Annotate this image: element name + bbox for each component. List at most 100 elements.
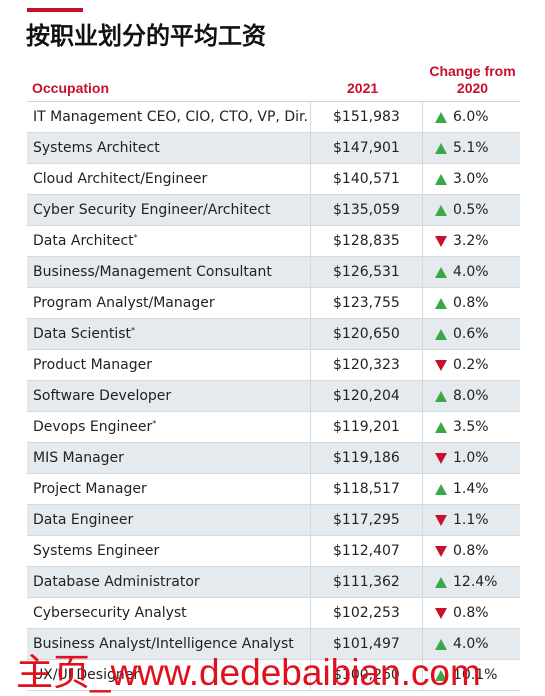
trend-arrow	[435, 328, 447, 340]
table-row: Cybersecurity Analyst $102,253 0.8%	[27, 598, 520, 629]
table-row: IT Management CEO, CIO, CTO, VP, Dir. $15…	[27, 102, 520, 133]
salary: $140,571	[333, 171, 400, 187]
salary: $118,517	[333, 481, 400, 497]
change: 0.2%	[453, 357, 489, 373]
salary: $128,835	[333, 233, 400, 249]
title: 按职业划分的平均工资	[26, 22, 266, 50]
occupation-cell: Cloud Architect/Engineer	[27, 164, 311, 194]
trend-arrow	[435, 483, 447, 495]
table-row: Software Developer $120,204 8.0%	[27, 381, 520, 412]
change: 3.5%	[453, 419, 489, 435]
occupation-cell: Software Developer	[27, 381, 311, 411]
change: 1.1%	[453, 512, 489, 528]
change: 0.8%	[453, 605, 489, 621]
column-header: Change from 2020	[429, 63, 516, 96]
change-cell: 12.4%	[423, 567, 520, 597]
change: 3.0%	[453, 171, 489, 187]
change: 4.0%	[453, 264, 489, 280]
table-row: Data Architect * $128,835 3.2%	[27, 226, 520, 257]
trend-arrow	[435, 204, 447, 216]
salary-cell: $112,407	[311, 536, 423, 566]
change-cell: 4.0%	[423, 257, 520, 287]
occupation: UX/UI Designer	[33, 667, 140, 683]
occupation: Data Scientist	[33, 326, 131, 342]
footnote-mark: *	[133, 232, 138, 242]
occupation-cell: Business Analyst/Intelligence Analyst	[27, 629, 311, 659]
trend-arrow	[435, 111, 447, 123]
occupation: Product Manager	[33, 357, 152, 373]
salary: $151,983	[333, 109, 400, 125]
salary-cell: $118,517	[311, 474, 423, 504]
change-cell: 0.8%	[423, 536, 520, 566]
change: 8.0%	[453, 388, 489, 404]
table-row: MIS Manager $119,186 1.0%	[27, 443, 520, 474]
change-cell: 6.0%	[423, 102, 520, 132]
occupation: Cloud Architect/Engineer	[33, 171, 208, 187]
salary: $102,253	[333, 605, 400, 621]
salary-cell: $126,531	[311, 257, 423, 287]
table-row: Business/Management Consultant $126,531 4.…	[27, 257, 520, 288]
occupation: Project Manager	[33, 481, 147, 497]
occupation-cell: Project Manager	[27, 474, 311, 504]
salary-cell: $117,295	[311, 505, 423, 535]
salary-cell: $120,204	[311, 381, 423, 411]
occupation-cell: Data Engineer	[27, 505, 311, 535]
trend-arrow	[435, 421, 447, 433]
trend-arrow	[435, 607, 447, 619]
occupation-cell: Program Analyst/Manager	[27, 288, 311, 318]
table-row: Systems Architect $147,901 5.1%	[27, 133, 520, 164]
change-cell: 1.4%	[423, 474, 520, 504]
table-row: Database Administrator $111,362 12.4%	[27, 567, 520, 598]
salary: $126,531	[333, 264, 400, 280]
occupation-cell: Systems Architect	[27, 133, 311, 163]
occupation: Program Analyst/Manager	[33, 295, 215, 311]
salary-cell: $140,571	[311, 164, 423, 194]
trend-arrow	[435, 669, 447, 681]
change-cell: 8.0%	[423, 381, 520, 411]
table: IT Management CEO, CIO, CTO, VP, Dir. $15…	[27, 101, 520, 691]
occupation-cell: Systems Engineer	[27, 536, 311, 566]
table-row: Cyber Security Engineer/Architect $135,05…	[27, 195, 520, 226]
salary-cell: $128,835	[311, 226, 423, 256]
trend-arrow	[435, 576, 447, 588]
trend-arrow	[435, 266, 447, 278]
occupation-cell: Business/Management Consultant	[27, 257, 311, 287]
trend-arrow	[435, 390, 447, 402]
trend-arrow	[435, 545, 447, 557]
salary: $100,260	[333, 667, 400, 683]
table-row: Data Engineer $117,295 1.1%	[27, 505, 520, 536]
occupation: Software Developer	[33, 388, 172, 404]
salary: $135,059	[333, 202, 400, 218]
salary: $117,295	[333, 512, 400, 528]
table-row: Program Analyst/Manager $123,755 0.8%	[27, 288, 520, 319]
occupation: Systems Architect	[33, 140, 160, 156]
occupation-cell: IT Management CEO, CIO, CTO, VP, Dir.	[27, 102, 311, 132]
salary-cell: $151,983	[311, 102, 423, 132]
salary: $123,755	[333, 295, 400, 311]
salary-cell: $147,901	[311, 133, 423, 163]
salary-cell: $119,201	[311, 412, 423, 442]
table-row: Product Manager $120,323 0.2%	[27, 350, 520, 381]
change: 0.6%	[453, 326, 489, 342]
occupation: Data Engineer	[33, 512, 134, 528]
change: 3.2%	[453, 233, 489, 249]
trend-arrow	[435, 142, 447, 154]
occupation-cell: Database Administrator	[27, 567, 311, 597]
change-cell: 5.1%	[423, 133, 520, 163]
salary: $119,201	[333, 419, 400, 435]
salary-cell: $120,323	[311, 350, 423, 380]
column-header: Occupation	[32, 80, 110, 96]
occupation-cell: Data Scientist *	[27, 319, 311, 349]
change-cell: 3.0%	[423, 164, 520, 194]
trend-arrow	[435, 173, 447, 185]
table-row: Data Scientist * $120,650 0.6%	[27, 319, 520, 350]
change-cell: 0.8%	[423, 598, 520, 628]
salary-cell: $135,059	[311, 195, 423, 225]
occupation-cell: Devops Engineer *	[27, 412, 311, 442]
change-cell: 0.8%	[423, 288, 520, 318]
occupation: Business/Management Consultant	[33, 264, 272, 280]
salary-cell: $119,186	[311, 443, 423, 473]
occupation-cell: Cyber Security Engineer/Architect	[27, 195, 311, 225]
change: 12.4%	[453, 574, 498, 590]
